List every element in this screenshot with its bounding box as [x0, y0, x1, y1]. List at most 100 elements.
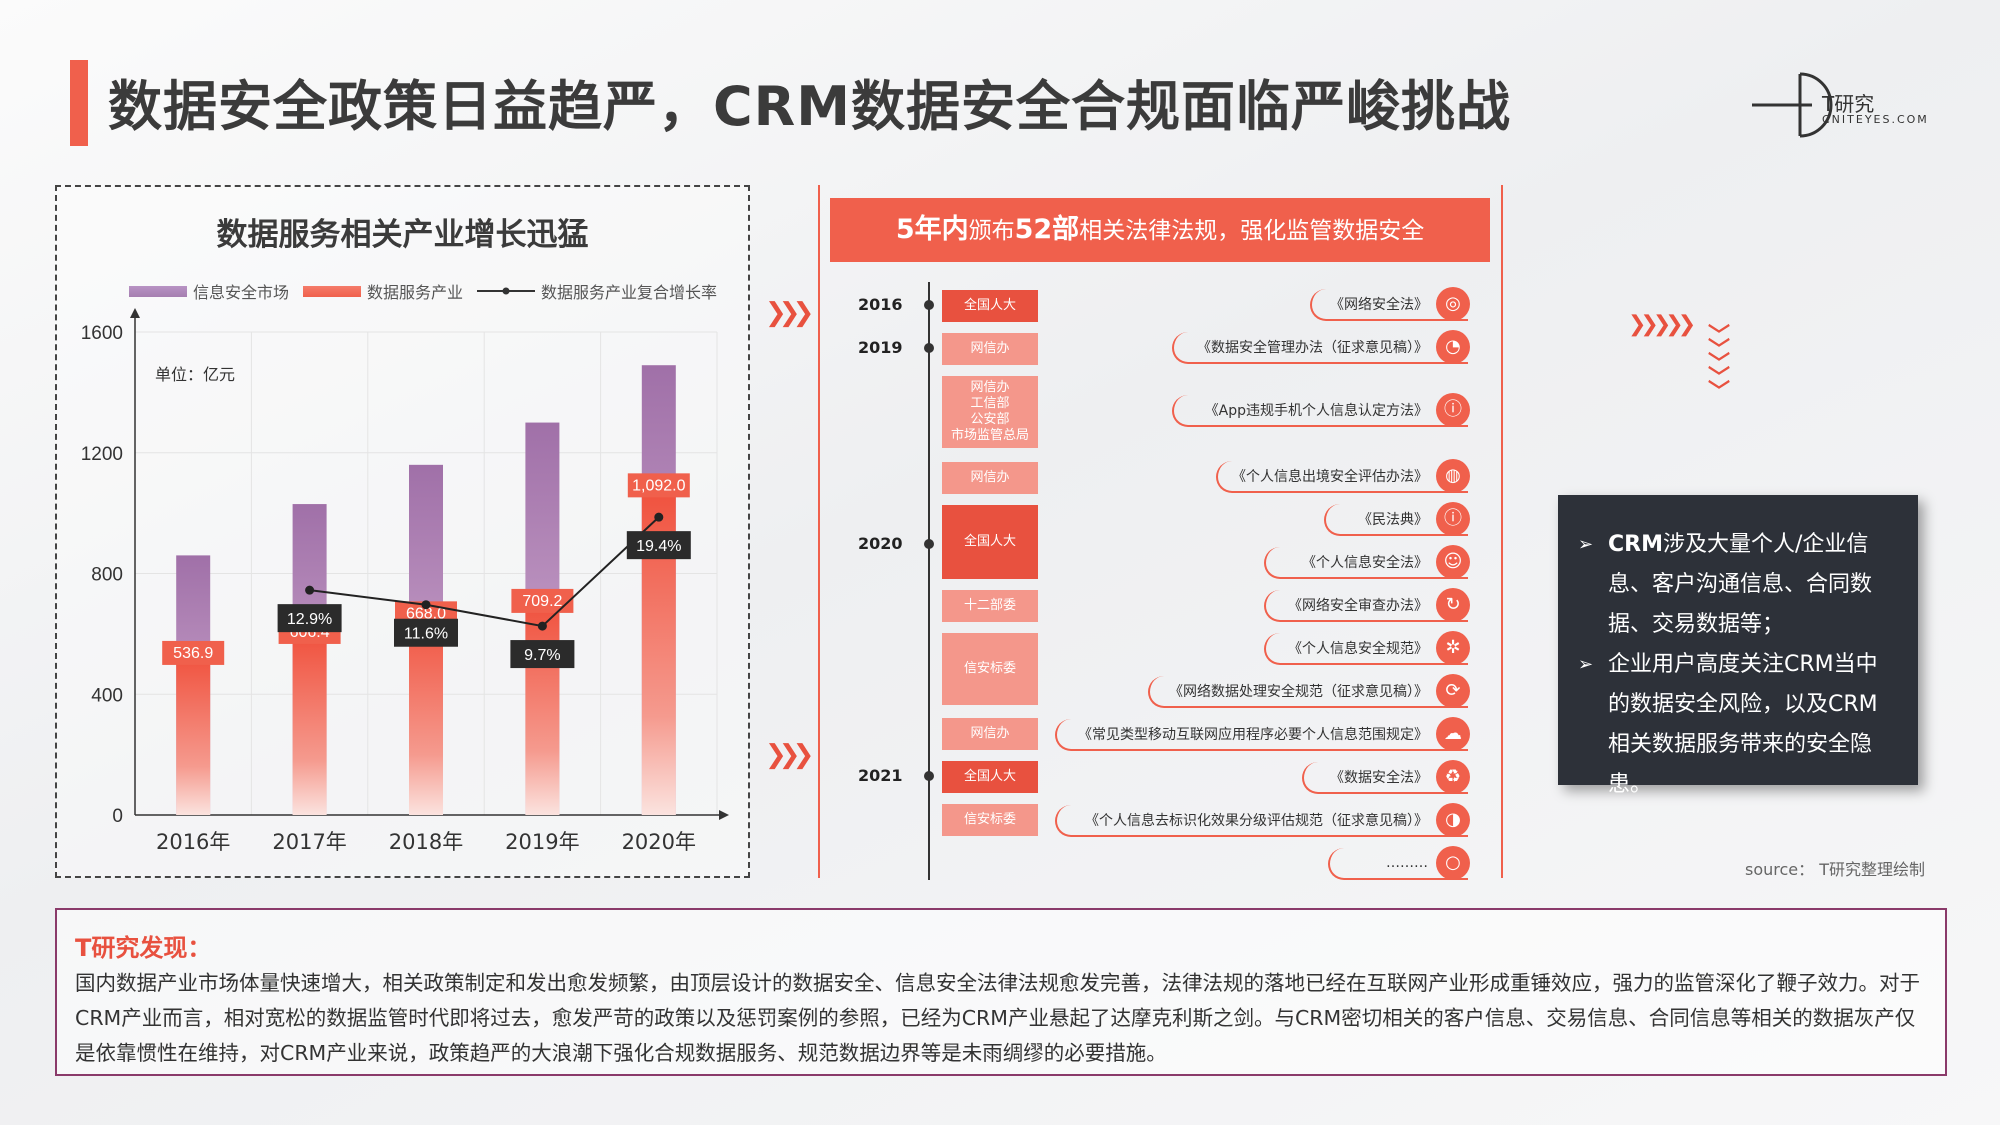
bar-chart: 040080012001600单位：亿元536.9606.4668.0709.2…: [81, 308, 729, 854]
bar-data-service: [292, 631, 327, 815]
refresh-icon: ↻: [1436, 588, 1470, 622]
x-tick-label: 2020年: [622, 830, 696, 854]
timeline-dot: [924, 539, 934, 549]
growth-label: 9.7%: [524, 647, 560, 664]
timeline-dot: [924, 300, 934, 310]
timeline-dot: [924, 771, 934, 781]
timeline-year: 2019: [858, 338, 903, 357]
org-label: 全国人大: [942, 505, 1038, 579]
summary-point: 企业用户高度关注CRM当中的数据安全风险，以及CRM相关数据服务带来的安全隐患。: [1578, 645, 1898, 805]
title-accent-bar: [70, 60, 88, 146]
y-tick-label: 1600: [81, 323, 123, 344]
law-item: 《App违规手机个人信息认定方法》 ⓘ: [1172, 393, 1470, 427]
growth-label: 11.6%: [404, 626, 448, 643]
legend-item-info-security: 信息安全市场: [129, 279, 289, 303]
logo-subtext: CNITEYES.COM: [1822, 113, 1929, 126]
org-label: 信安标委: [942, 804, 1038, 836]
growth-point: [537, 621, 547, 631]
y-tick-label: 0: [112, 806, 123, 827]
timeline-panel: [818, 185, 1503, 878]
y-tick-label: 800: [91, 565, 123, 586]
source-note: source： T研究整理绘制: [1745, 860, 1925, 879]
cloud-icon: ☁: [1436, 717, 1470, 751]
y-tick-label: 1200: [81, 444, 123, 465]
org-label: 全国人大: [942, 761, 1038, 793]
x-axis-arrow: [719, 810, 729, 820]
data-label: 668.0: [406, 605, 446, 622]
law-item: 《个人信息去标识化效果分级评估规范（征求意见稿）》 ◑: [1055, 803, 1470, 837]
bar-data-service: [176, 652, 211, 815]
arrow-decoration-icon: ﹀ ﹀ ﹀ ﹀ ﹀: [1708, 324, 1731, 405]
chart-title: 数据服务相关产业增长迅猛: [216, 217, 589, 253]
x-tick-label: 2018年: [389, 830, 463, 854]
bar-data-service: [409, 613, 443, 815]
data-label-bg: [627, 473, 690, 498]
y-tick-label: 400: [91, 685, 123, 706]
legend-item-cagr: 数据服务产业复合增长率: [477, 279, 717, 303]
arrow-right-icon: ❯❯❯: [765, 298, 814, 328]
arrow-right-icon: ❯❯❯: [765, 740, 814, 770]
data-label: 709.2: [522, 593, 562, 610]
org-label: 网信办: [942, 718, 1038, 750]
law-item: 《民法典》 ⓘ: [1324, 502, 1470, 536]
data-label: 1,092.0: [632, 477, 685, 494]
chart-icon: ◔: [1436, 330, 1470, 364]
org-label: 信安标委: [942, 633, 1038, 705]
summary-box: CRM涉及大量个人/企业信息、客户沟通信息、合同数据、交易数据等； 企业用户高度…: [1558, 495, 1918, 797]
timeline-axis: [928, 282, 930, 880]
law-item: 《网络安全法》 ◎: [1310, 287, 1470, 321]
y-axis-arrow: [130, 308, 140, 318]
growth-label-bg: [277, 604, 342, 633]
growth-point: [654, 512, 664, 522]
growth-label: 12.9%: [287, 611, 332, 628]
growth-label-bg: [626, 531, 691, 560]
info-icon: ⓘ: [1436, 502, 1470, 536]
arrow-decoration-icon: ❯❯❯❯❯: [1628, 312, 1696, 337]
summary-point: CRM涉及大量个人/企业信息、客户沟通信息、合同数据、交易数据等；: [1578, 525, 1898, 645]
finding-text: 国内数据产业市场体量快速增大，相关政策制定和发出愈发频繁，由顶层设计的数据安全、…: [75, 971, 1920, 1065]
chart-legend: 信息安全市场 数据服务产业 数据服务产业复合增长率: [129, 279, 731, 303]
law-item: 《个人信息出境安全评估办法》 ◍: [1216, 459, 1470, 493]
org-label: 网信办: [942, 333, 1038, 365]
data-label-bg: [162, 640, 225, 665]
bar-data-service: [525, 600, 560, 815]
x-tick-label: 2017年: [272, 830, 346, 854]
org-label: 网信办: [942, 462, 1038, 494]
page-title: 数据安全政策日益趋严，CRM数据安全合规面临严峻挑战: [108, 75, 1511, 138]
law-item: 《网络数据处理安全规范（征求意见稿）》 ⟳: [1148, 674, 1470, 708]
org-label: 全国人大: [942, 290, 1038, 322]
law-item: 《数据安全管理办法（征求意见稿）》 ◔: [1172, 330, 1470, 364]
law-item: 《个人信息安全法》 ☺: [1264, 545, 1470, 579]
growth-point: [421, 600, 431, 610]
growth-label-bg: [394, 618, 458, 647]
logo-text: T研究: [1822, 92, 1875, 116]
finding-title: T研究发现：: [75, 934, 212, 962]
law-item: 《常见类型移动互联网应用程序必要个人信息范围规定》 ☁: [1055, 717, 1470, 751]
org-label: 十二部委: [942, 590, 1038, 622]
timeline-header: 5年内颁布52部相关法律法规，强化监管数据安全: [830, 198, 1490, 262]
cycle-icon: ⟳: [1436, 674, 1470, 708]
growth-point: [305, 585, 315, 595]
legend-item-data-service: 数据服务产业: [303, 279, 463, 303]
growth-label-bg: [510, 640, 575, 669]
timeline-dot: [924, 343, 934, 353]
x-tick-label: 2016年: [156, 830, 230, 854]
growth-label: 19.4%: [636, 538, 681, 555]
settings-icon: ✲: [1436, 631, 1470, 665]
law-item: 《数据安全法》 ♻: [1302, 760, 1470, 794]
user-icon: ☺: [1436, 545, 1470, 579]
org-label: 网信办 工信部 公安部 市场监管总局: [942, 376, 1038, 448]
timeline-year: 2020: [858, 534, 903, 553]
x-tick-label: 2019年: [505, 830, 579, 854]
info-icon: ⓘ: [1436, 393, 1470, 427]
timeline-year: 2021: [858, 766, 903, 785]
law-item: 《网络安全审查办法》 ↻: [1264, 588, 1470, 622]
law-item: ……… ○: [1328, 846, 1470, 880]
shield-icon: ◎: [1436, 287, 1470, 321]
dot-icon: ○: [1436, 846, 1470, 880]
globe-icon: ◍: [1436, 459, 1470, 493]
law-item: 《个人信息安全规范》 ✲: [1264, 631, 1470, 665]
logo-icon: [1752, 72, 1833, 138]
pie-icon: ◑: [1436, 803, 1470, 837]
data-label: 536.9: [173, 645, 213, 662]
